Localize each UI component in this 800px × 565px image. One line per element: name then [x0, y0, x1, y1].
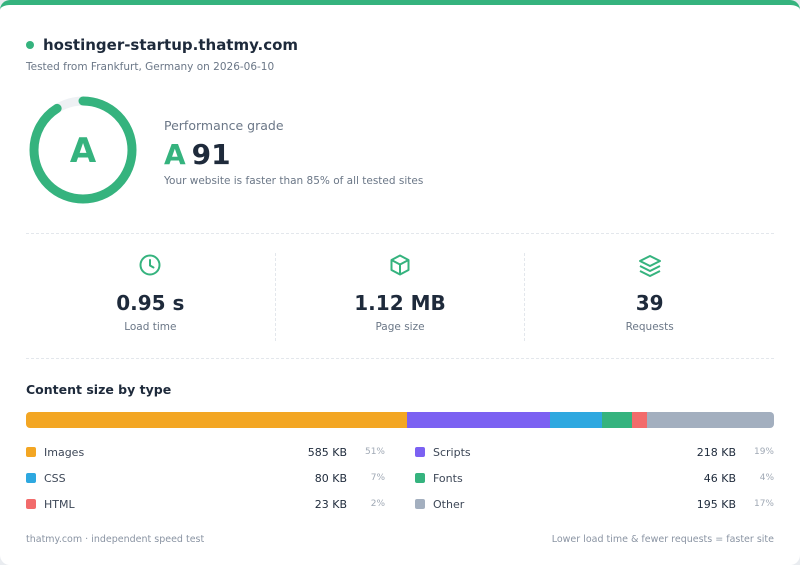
bar-segment-images — [26, 412, 408, 428]
bar-segment-other — [646, 412, 774, 428]
legend-type-name: CSS — [44, 471, 66, 485]
bar-segment-css — [549, 412, 602, 428]
legend-type-name: Scripts — [433, 445, 471, 459]
legend-type-size: 195 KB — [696, 497, 736, 511]
legend-item-other: Other 195 KB 17% — [415, 497, 774, 511]
box-icon — [390, 254, 410, 276]
legend-type-name: Other — [433, 497, 465, 511]
legend-type-percent: 7% — [370, 473, 385, 483]
divider — [26, 233, 774, 234]
legend-item-images: Images 585 KB 51% — [26, 445, 385, 459]
metrics-row: 0.95 s Load time 1.12 MB Page size 39 Re… — [26, 253, 774, 341]
legend-type-percent: 51% — [364, 447, 385, 457]
layers-icon — [638, 255, 661, 277]
grade-label: Performance grade — [164, 118, 284, 133]
bar-segment-html — [631, 412, 647, 428]
grade-description: Your website is faster than 85% of all t… — [164, 175, 424, 187]
site-header: hostinger-startup.thatmy.com — [26, 36, 298, 54]
test-location-date: Tested from Frankfurt, Germany on 2026-0… — [26, 61, 275, 73]
legend-type-percent: 4% — [759, 473, 774, 483]
legend-swatch — [415, 447, 425, 457]
requests-value: 39 — [635, 291, 664, 315]
legend-type-size: 585 KB — [307, 445, 347, 459]
legend-type-percent: 17% — [753, 499, 774, 509]
requests-label: Requests — [625, 321, 674, 333]
legend-swatch — [26, 473, 36, 483]
legend-type-size: 23 KB — [314, 497, 347, 511]
legend-item-fonts: Fonts 46 KB 4% — [415, 471, 774, 485]
legend-swatch — [415, 499, 425, 509]
footer-note: Lower load time & fewer requests = faste… — [551, 534, 774, 545]
content-size-bar — [26, 412, 774, 428]
score-value: 91 — [191, 138, 231, 171]
status-dot — [26, 41, 34, 49]
site-domain: hostinger-startup.thatmy.com — [43, 36, 299, 54]
legend-swatch — [26, 447, 36, 457]
legend-type-name: HTML — [44, 497, 75, 511]
footer-credit: thatmy.com · independent speed test — [26, 534, 205, 545]
legend-type-size: 80 KB — [314, 471, 347, 485]
legend-type-name: Fonts — [433, 471, 463, 485]
grade-ring-progress — [29, 96, 137, 204]
content-size-title: Content size by type — [26, 382, 172, 397]
metric-load-time: 0.95 s Load time — [26, 253, 275, 341]
legend-item-css: CSS 80 KB 7% — [26, 471, 385, 485]
load-time-label: Load time — [124, 321, 177, 333]
legend-item-scripts: Scripts 218 KB 19% — [415, 445, 774, 459]
clock-icon — [139, 254, 161, 276]
grade-score: A 91 — [164, 139, 423, 171]
grade-summary: Performance grade A 91 Your website is fa… — [164, 118, 423, 187]
grade-letter: A — [164, 138, 186, 171]
divider — [26, 358, 774, 359]
metric-requests: 39 Requests — [524, 253, 774, 341]
bar-segment-fonts — [601, 412, 632, 428]
legend-swatch — [415, 473, 425, 483]
grade-ring: A — [29, 96, 137, 204]
legend-type-percent: 2% — [370, 499, 385, 509]
legend-type-size: 46 KB — [703, 471, 736, 485]
legend-type-percent: 19% — [753, 447, 774, 457]
page-size-value: 1.12 MB — [354, 291, 446, 315]
content-size-legend: Images 585 KB 51% Scripts 218 KB 19% CSS 80 KB 7… — [26, 445, 774, 511]
metric-page-size: 1.12 MB Page size — [274, 253, 525, 341]
legend-type-size: 218 KB — [696, 445, 736, 459]
legend-swatch — [26, 499, 36, 509]
bar-segment-scripts — [407, 412, 550, 428]
legend-type-name: Images — [44, 445, 85, 459]
legend-item-html: HTML 23 KB 2% — [26, 497, 385, 511]
load-time-value: 0.95 s — [116, 291, 185, 315]
ring-grade-letter: A — [70, 131, 97, 171]
page-size-label: Page size — [375, 321, 425, 333]
